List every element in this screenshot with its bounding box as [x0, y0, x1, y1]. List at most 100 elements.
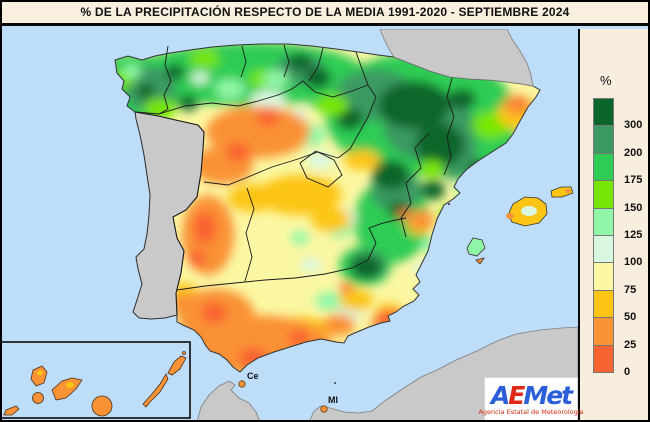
contour-blob	[339, 289, 373, 311]
wordmark-part: Met	[523, 381, 573, 411]
city-label: MI	[328, 395, 338, 405]
contour-blob	[408, 210, 434, 230]
aemet-logo: AEMet Agencia Estatal de Meteorología	[478, 377, 584, 422]
legend-swatch	[593, 344, 614, 373]
france-landmass	[379, 28, 534, 87]
legend-swatch	[593, 289, 614, 319]
ibiza-island	[466, 237, 486, 257]
la-gomera-island	[32, 392, 44, 404]
contour-blob	[305, 67, 331, 89]
lanzarote-island	[167, 355, 187, 376]
contour-blob	[215, 79, 245, 99]
contour-blob	[257, 110, 279, 126]
contour-blob	[311, 208, 351, 232]
aemet-tagline: Agencia Estatal de Meteorología	[478, 408, 584, 417]
legend-tick-label: 0	[624, 366, 631, 378]
formentera-island	[475, 257, 485, 265]
spain-portugal-border	[134, 111, 205, 316]
contour-blob	[344, 150, 380, 170]
contour-blob	[226, 143, 250, 161]
contour-blob	[137, 83, 155, 99]
contour-blob	[263, 70, 289, 88]
balearic-islands	[333, 186, 574, 385]
contour-blob	[191, 72, 209, 84]
contour-blob	[178, 95, 198, 111]
gran-canaria-island	[91, 395, 113, 417]
legend-tick-label: 50	[624, 311, 637, 324]
contour-blob	[415, 123, 465, 167]
legend-tick-label: 175	[624, 174, 643, 187]
la-palma-island	[30, 365, 48, 387]
contour-blob	[190, 50, 220, 68]
legend-swatch	[593, 317, 614, 346]
contour-blob	[300, 258, 322, 272]
page-title: % DE LA PRECIPITACIÓN RESPECTO DE LA MED…	[80, 4, 570, 19]
columbretes-islet	[447, 202, 451, 206]
contour-blob	[228, 184, 276, 212]
contour-blob	[307, 151, 333, 169]
legend-swatch	[593, 207, 614, 236]
title-bar: % DE LA PRECIPITACIÓN RESPECTO DE LA MED…	[0, 0, 650, 26]
content-row: Ce MI AEMet Agencia Estatal de Meteorolog…	[0, 28, 650, 422]
legend-swatch	[593, 235, 614, 264]
wordmark-part: A	[490, 381, 510, 411]
legend-swatch	[593, 125, 614, 154]
contour-blob	[188, 250, 206, 266]
legend-tick-label: 75	[624, 283, 637, 296]
city-dot	[320, 405, 328, 413]
menorca-spot	[565, 189, 571, 193]
la-palma-spot	[37, 370, 43, 376]
contour-blob	[316, 94, 348, 116]
legend-swatch	[593, 98, 614, 127]
tenerife-spot	[66, 382, 74, 388]
legend-tick-label: 25	[624, 338, 637, 351]
contour-blob	[378, 81, 450, 129]
contour-blob	[258, 175, 342, 215]
legend-panel: % 300 200 175 150 125 100 75 50 25 0	[578, 29, 650, 422]
aemet-wordmark: AEMet	[490, 381, 573, 411]
legend-swatch	[593, 180, 614, 209]
contour-blob	[421, 180, 445, 200]
contour-blob	[336, 108, 364, 130]
contour-blob	[372, 160, 410, 190]
canary-islands-inset	[0, 341, 191, 419]
contour-blob	[165, 64, 185, 80]
city-dot	[238, 380, 246, 388]
contour-blob	[123, 64, 141, 78]
legend-tick-label: 200	[624, 146, 643, 159]
legend-tick-label: 300	[624, 119, 643, 132]
alboran-islet	[333, 381, 337, 385]
legend-tick-label: 150	[624, 201, 643, 214]
precipitation-contour-field	[115, 44, 540, 372]
map-area: Ce MI AEMet Agencia Estatal de Meteorolog…	[0, 28, 584, 422]
contour-blob	[315, 292, 345, 310]
legend-tick-label: 100	[624, 256, 643, 269]
morocco-west-landmass	[196, 380, 261, 422]
contour-blob	[201, 303, 227, 323]
wordmark-part: E	[508, 381, 525, 411]
contour-blob	[323, 314, 355, 336]
legend-swatch	[593, 152, 614, 182]
el-hierro-island	[3, 405, 20, 416]
contour-blob	[420, 160, 444, 178]
tenerife-island	[51, 377, 83, 401]
mallorca-center-spot	[521, 206, 537, 216]
contour-blob	[448, 89, 476, 109]
contour-blob	[350, 255, 382, 279]
contour-blob	[291, 231, 309, 245]
contour-blob	[194, 212, 216, 244]
la-graciosa-islet	[182, 351, 186, 355]
fuerteventura-island	[142, 373, 169, 408]
contour-blob	[514, 99, 524, 107]
spain-precipitation-map: Ce MI	[0, 28, 579, 422]
city-label: Ce	[247, 371, 259, 381]
contour-blob	[170, 293, 200, 315]
legend-unit-label: %	[600, 73, 612, 88]
region-boundaries	[134, 44, 455, 291]
city-markers: Ce MI	[238, 371, 338, 413]
contour-blob	[339, 283, 353, 293]
legend-tick-label: 125	[624, 229, 643, 241]
legend-swatch	[593, 262, 614, 291]
peninsula-group	[115, 44, 540, 372]
